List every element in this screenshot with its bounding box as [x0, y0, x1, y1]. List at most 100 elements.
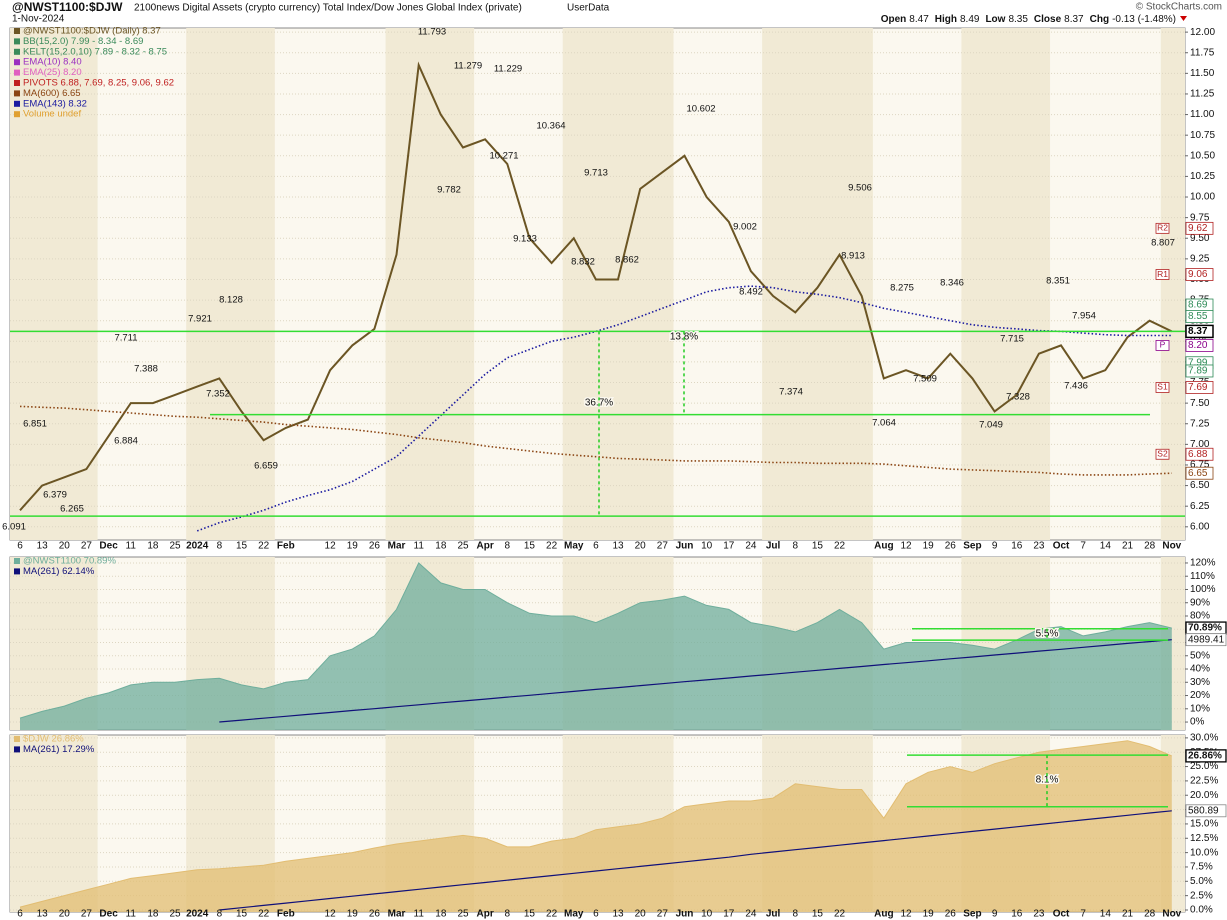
- price-label: 7.509: [913, 374, 937, 385]
- x-tick-label: 11: [126, 541, 137, 552]
- chart-subtitle: 2100news Digital Assets (crypto currency…: [134, 3, 522, 14]
- annotation: 13.8%: [670, 332, 698, 343]
- y-tick-label: 30.0%: [1190, 733, 1218, 744]
- price-label: 7.921: [188, 314, 212, 325]
- x-tick-label: 20: [635, 909, 647, 920]
- y-tick-label: 7.5%: [1190, 862, 1213, 873]
- x-tick-label: 27: [657, 909, 669, 920]
- price-badge-label: 7.99: [1188, 357, 1208, 368]
- price-label: 7.954: [1072, 311, 1096, 322]
- x-tick-label: 15: [236, 541, 248, 552]
- x-tick-label: 8: [792, 541, 798, 552]
- value-badge-label: 26.86%: [1188, 751, 1222, 762]
- x-tick-label: 22: [258, 909, 270, 920]
- x-tick-label: 22: [834, 541, 846, 552]
- x-tick-label: May: [564, 541, 584, 552]
- price-label: 8.351: [1046, 276, 1070, 287]
- x-tick-label: Feb: [277, 909, 295, 920]
- series-line: [219, 810, 1172, 911]
- x-tick-label: 8: [217, 541, 223, 552]
- y-tick-label: 6.00: [1190, 521, 1210, 532]
- month-band: [385, 28, 475, 540]
- y-tick-label: 0.0%: [1190, 905, 1213, 916]
- price-badge-label: 7.89: [1188, 366, 1208, 377]
- legend-label: MA(261) 62.14%: [23, 566, 95, 577]
- price-label: 10.364: [536, 121, 565, 132]
- y-tick-label: 15.0%: [1190, 819, 1218, 830]
- legend-swatch: [14, 568, 20, 575]
- x-tick-label: 16: [1011, 909, 1023, 920]
- y-tick-label: 11.75: [1190, 47, 1215, 58]
- x-tick-label: Jul: [766, 909, 781, 920]
- x-tick-label: 25: [169, 541, 181, 552]
- price-badge-label: 8.55: [1188, 311, 1208, 322]
- y-tick-label: 6.75: [1190, 460, 1210, 471]
- y-tick-label: 5.0%: [1190, 876, 1213, 887]
- x-tick-label: 18: [435, 909, 447, 920]
- x-tick-label: 23: [1033, 909, 1045, 920]
- credit: © StockCharts.com: [1136, 2, 1222, 13]
- y-tick-label: 22.5%: [1190, 776, 1218, 787]
- x-tick-label: 6: [593, 909, 599, 920]
- legend-label: KELT(15,2.0,10) 7.89 - 8.32 - 8.75: [23, 46, 167, 57]
- legend-label: @NWST1100 70.89%: [23, 556, 116, 567]
- y-tick-label: 0%: [1190, 717, 1205, 728]
- price-label: 7.352: [206, 389, 230, 400]
- x-tick-label: 22: [546, 909, 558, 920]
- price-label: 6.884: [114, 436, 138, 447]
- pivot-tag: S1: [1157, 382, 1168, 392]
- y-tick-label: 11.25: [1190, 89, 1215, 100]
- x-tick-label: Dec: [99, 541, 118, 552]
- x-tick-label: 21: [1122, 909, 1134, 920]
- x-tick-label: 9: [992, 909, 998, 920]
- price-label: 10.602: [686, 104, 715, 115]
- annotation: 5.5%: [1036, 629, 1059, 640]
- area-fill: [20, 740, 1172, 912]
- y-tick-label: 90%: [1190, 597, 1210, 608]
- x-tick-label: Apr: [477, 909, 494, 920]
- pivot-tag-box: [1155, 222, 1170, 234]
- y-tick-label: 12.5%: [1190, 833, 1218, 844]
- price-badge-label: 8.69: [1188, 300, 1208, 311]
- y-tick-label: 11.00: [1190, 109, 1215, 120]
- x-tick-label: 27: [81, 909, 93, 920]
- legend-swatch: [14, 48, 20, 55]
- y-tick-label: 11.50: [1190, 68, 1215, 79]
- price-label: 11.229: [494, 64, 522, 75]
- x-tick-label: 27: [81, 541, 93, 552]
- pivot-tag: R1: [1157, 269, 1168, 279]
- y-tick-label: 9.50: [1190, 233, 1210, 244]
- y-tick-label: 12.00: [1190, 27, 1215, 38]
- series-line: [19, 61, 1173, 511]
- y-tick-label: 10.0%: [1190, 847, 1218, 858]
- legend-swatch: [14, 59, 20, 66]
- y-tick-label: 7.50: [1190, 398, 1210, 409]
- x-tick-label: 14: [1100, 541, 1112, 552]
- chart-title: @NWST1100:$DJW: [12, 0, 123, 14]
- x-tick-label: Oct: [1053, 909, 1070, 920]
- x-tick-label: 2024: [186, 909, 209, 920]
- annotation: 36.7%: [585, 398, 613, 409]
- price-badge-label: 9.62: [1188, 223, 1208, 234]
- price-badge-label: 8.37: [1188, 326, 1208, 337]
- x-tick-label: 26: [369, 541, 381, 552]
- legend-label: EMA(10) 8.40: [23, 57, 82, 68]
- value-badge: [1185, 633, 1227, 647]
- x-tick-label: Nov: [1162, 909, 1181, 920]
- price-label: 6.851: [23, 419, 47, 430]
- x-tick-label: 15: [236, 909, 248, 920]
- price-badge: [1185, 221, 1214, 235]
- area-line: [19, 740, 1172, 908]
- x-tick-label: 10: [701, 909, 713, 920]
- price-label: 9.713: [584, 168, 608, 179]
- price-label: 9.133: [513, 234, 537, 245]
- x-tick-label: 12: [325, 541, 337, 552]
- price-label: 7.436: [1064, 381, 1088, 392]
- x-tick-label: 20: [635, 541, 647, 552]
- area-line: [19, 562, 1172, 719]
- y-tick-label: 50%: [1190, 650, 1210, 661]
- price-label: 8.346: [940, 278, 964, 289]
- quote-label: Close: [1034, 14, 1062, 25]
- x-tick-label: 12: [900, 909, 912, 920]
